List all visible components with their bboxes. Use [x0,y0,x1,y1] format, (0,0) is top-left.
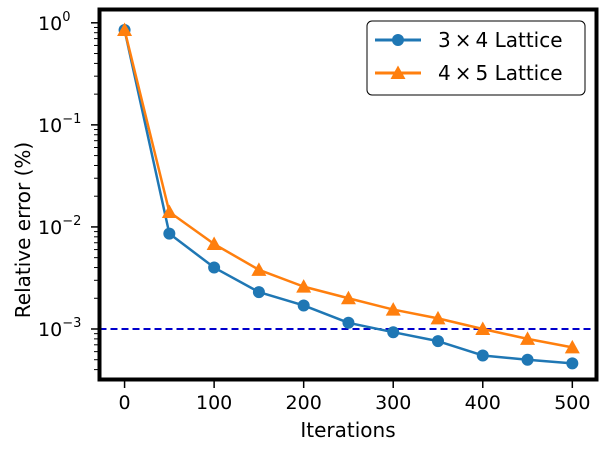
data-point-circle [208,261,221,274]
data-point-circle [297,299,310,312]
x-axis: 0 100 200 300 400 500 [119,381,590,414]
data-point-triangle [161,204,177,219]
x-tick-label: 400 [465,392,501,414]
data-point-triangle [296,279,312,293]
legend-box [366,20,586,96]
legend-marker-triangle [390,65,406,79]
x-tick-label: 300 [375,392,411,414]
data-point-triangle [430,310,446,325]
data-point-triangle [564,339,580,354]
plot-frame [97,7,599,382]
data-point-triangle [520,331,536,345]
y-tick-label: 100 [38,10,70,35]
data-point-triangle [117,22,133,37]
legend-entry-4x5: 4 × 5 Lattice [375,61,563,85]
data-point-triangle [340,290,356,305]
data-point-triangle [206,236,222,251]
x-tick-label: 100 [196,392,232,414]
y-tick-label: 10−3 [38,316,81,341]
data-point-circle [521,353,534,366]
data-point-circle [476,349,489,362]
data-point-circle [431,335,444,348]
y-tick-label: 10−1 [38,112,81,137]
legend-marker-circle [392,34,404,46]
y-axis: 100 10−1 10−2 10−3 [38,10,98,371]
data-point-circle [163,227,176,240]
legend-entry-3x4: 3 × 4 Lattice [375,28,563,52]
x-tick-label: 500 [554,392,590,414]
x-axis-label: Iterations [300,418,395,442]
x-tick-label: 0 [119,392,131,414]
legend: 3 × 4 Lattice 4 × 5 Lattice [366,20,586,96]
x-tick-label: 200 [286,392,322,414]
data-point-circle [387,326,400,339]
legend-label-3x4: 3 × 4 Lattice [438,28,563,52]
plot-area [99,22,597,370]
data-point-circle [252,286,265,299]
data-point-triangle [475,321,491,335]
data-point-circle [342,316,355,329]
legend-label-4x5: 4 × 5 Lattice [438,61,563,85]
y-tick-label: 10−2 [38,214,81,239]
data-point-triangle [385,302,401,316]
data-point-circle [566,357,579,370]
y-axis-label: Relative error (%) [11,142,35,318]
data-point-triangle [251,262,267,276]
